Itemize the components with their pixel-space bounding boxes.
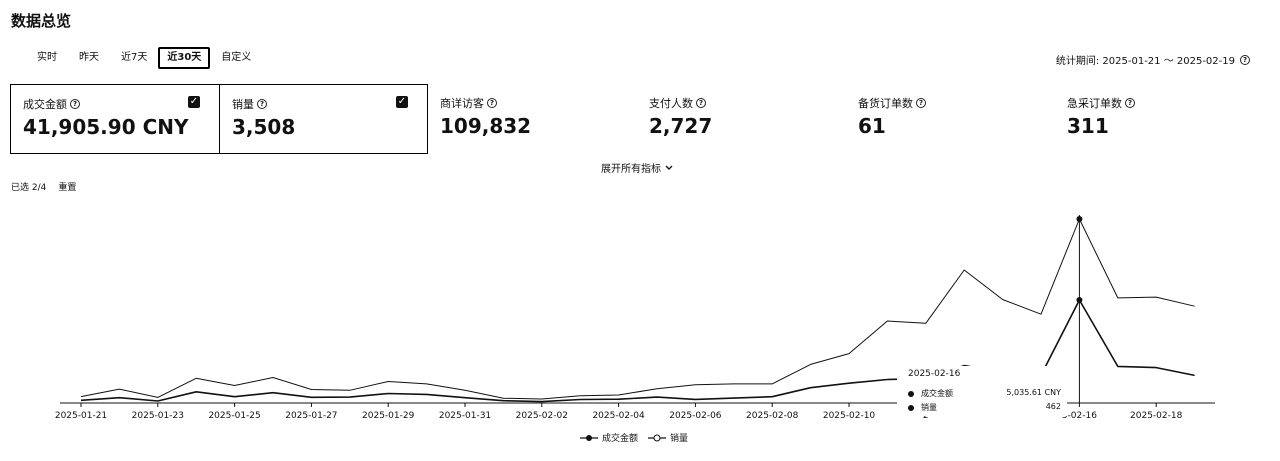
metric-label: 备货订单数? <box>858 95 926 111</box>
reset-button[interactable]: 重置 <box>58 183 77 193</box>
statistics-period-label: 统计期间: 2025-01-21 ～ 2025-02-19 <box>1055 56 1235 67</box>
x-tick-label: 2 <box>923 411 929 421</box>
legend-label: 成交金额 <box>602 434 639 444</box>
chart-tooltip: 2025-02-16 成交金额 5,035.61 CNY 销量 462 <box>897 366 1067 416</box>
x-tick-label: 2025-02-02 <box>516 411 568 421</box>
metric-label: 销量? <box>232 96 267 112</box>
metric-card-sales[interactable]: 销量? 3,508 ✓ <box>219 84 428 154</box>
series-dot-icon <box>908 404 914 411</box>
x-tick-label: 2025-02-08 <box>746 411 799 421</box>
page-title: 数据总览 <box>11 12 72 30</box>
help-icon[interactable]: ? <box>257 99 267 109</box>
checkbox-checked-icon[interactable]: ✓ <box>188 96 200 108</box>
tooltip-series-value: 462 <box>1045 402 1061 411</box>
series-line-sales <box>80 218 1195 400</box>
x-tick-label: 2025-01-21 <box>55 411 107 421</box>
chevron-down-icon <box>665 165 673 170</box>
expand-label: 展开所有指标 <box>601 164 661 175</box>
tab-last-7-days[interactable]: 近7天 <box>121 52 148 63</box>
metric-label: 成交金额? <box>23 96 80 112</box>
help-icon[interactable]: ? <box>487 98 497 108</box>
metric-cards: 成交金额? 41,905.90 CNY ✓ 销量? 3,508 ✓ 商详访客? … <box>10 84 1270 154</box>
x-tick-label: 2025-01-27 <box>285 411 337 421</box>
series-dot-icon <box>908 390 914 397</box>
metric-value: 311 <box>1067 114 1109 138</box>
metric-value: 3,508 <box>232 115 296 139</box>
legend-label: 销量 <box>670 434 689 444</box>
tooltip-date: 2025-02-16 <box>908 369 961 379</box>
metric-card-visitors[interactable]: 商详访客? 109,832 <box>428 84 637 154</box>
trend-chart: 2025-01-21 2025-01-23 2025-01-25 2025-01-27… <box>55 215 1215 421</box>
legend-item-sales[interactable]: 销量 <box>648 431 688 444</box>
metric-value: 109,832 <box>440 114 532 138</box>
x-tick-label: 2025-01-31 <box>439 411 491 421</box>
metric-value: 2,727 <box>649 114 713 138</box>
metric-label: 商详访客? <box>440 95 497 111</box>
metric-label: 支付人数? <box>649 95 706 111</box>
statistics-period: 统计期间: 2025-01-21 ～ 2025-02-19 ? <box>1056 52 1250 67</box>
metric-label: 急采订单数? <box>1067 95 1135 111</box>
tooltip-series-value: 5,035.61 CNY <box>1006 388 1061 397</box>
metric-value: 41,905.90 CNY <box>23 115 189 139</box>
legend-line-filled-icon <box>580 434 598 441</box>
metric-value: 61 <box>858 114 886 138</box>
x-tick-label: 2025-01-29 <box>362 411 415 421</box>
help-icon[interactable]: ? <box>1125 98 1135 108</box>
help-icon[interactable]: ? <box>1240 54 1250 65</box>
x-tick-label: 5-02-16 <box>1062 411 1097 421</box>
metric-card-gmv[interactable]: 成交金额? 41,905.90 CNY ✓ <box>10 84 220 154</box>
legend-item-gmv[interactable]: 成交金额 <box>580 431 638 444</box>
tooltip-series-name: 成交金额 <box>921 389 953 398</box>
x-tick-label: 2025-02-04 <box>592 411 645 421</box>
tooltip-row-gmv: 成交金额 <box>908 388 953 399</box>
checkbox-checked-icon[interactable]: ✓ <box>396 96 408 108</box>
help-icon[interactable]: ? <box>696 98 706 108</box>
x-tick-label: 2025-01-23 <box>132 411 184 421</box>
x-tick-label: 2025-02-10 <box>823 411 876 421</box>
tab-last-30-days[interactable]: 近30天 <box>158 47 211 69</box>
x-tick-label: 2025-01-25 <box>208 411 260 421</box>
tab-custom[interactable]: 自定义 <box>221 52 252 63</box>
selected-count: 已选 2/4 <box>11 183 47 193</box>
metric-card-urgent-orders[interactable]: 急采订单数? 311 <box>1055 84 1264 154</box>
x-tick-label: 2025-02-06 <box>669 411 722 421</box>
highlight-point-gmv <box>1076 296 1083 303</box>
metric-card-payers[interactable]: 支付人数? 2,727 <box>637 84 846 154</box>
date-range-tabs: 实时 昨天 近7天 近30天 自定义 <box>26 47 262 69</box>
tab-realtime[interactable]: 实时 <box>37 52 57 63</box>
selection-info: 已选 2/4 重置 <box>11 180 76 193</box>
x-tick-label: 2025-02-18 <box>1130 411 1183 421</box>
expand-all-metrics-button[interactable]: 展开所有指标 <box>601 160 673 175</box>
tab-yesterday[interactable]: 昨天 <box>79 52 99 63</box>
chart-legend: 成交金额 销量 <box>580 431 688 444</box>
legend-line-hollow-icon <box>648 434 667 441</box>
tooltip-series-name: 销量 <box>921 403 937 412</box>
help-icon[interactable]: ? <box>70 99 80 109</box>
metric-card-stock-orders[interactable]: 备货订单数? 61 <box>846 84 1055 154</box>
help-icon[interactable]: ? <box>916 98 926 108</box>
tooltip-row-sales: 销量 <box>908 402 937 413</box>
highlight-point-sales <box>1076 216 1083 222</box>
